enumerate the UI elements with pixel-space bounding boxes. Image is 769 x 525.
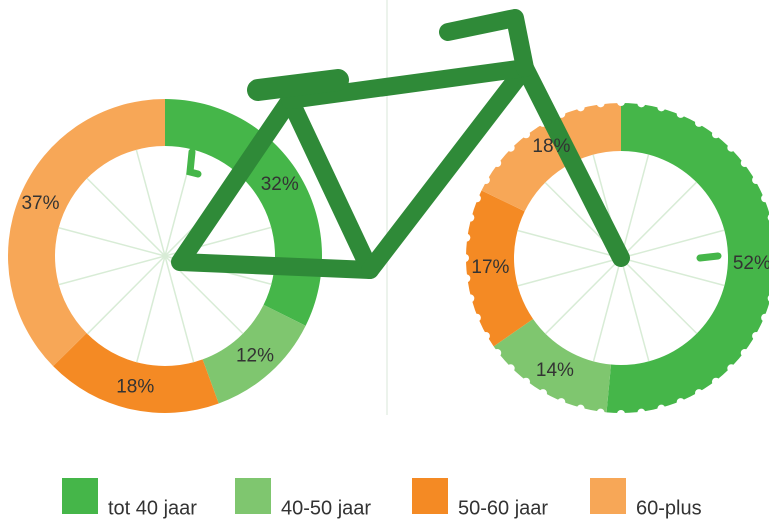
spoke [59,228,165,256]
tire-notch [727,364,735,372]
tire-notch [473,314,481,322]
tire-notch [677,110,685,118]
spoke [593,258,621,361]
tire-notch [539,389,547,397]
tire-notch [462,274,470,282]
tire-notch [752,332,760,340]
value-label: 12% [236,346,274,367]
legend-swatch [235,478,271,514]
tire-notch [522,378,530,386]
tire-notch [712,378,720,386]
spoke [621,182,697,258]
tire-notch [695,119,703,127]
tire-notch [637,99,645,107]
spoke [621,155,649,258]
spoke [621,258,649,361]
value-label: 18% [532,136,570,157]
tire-notch [597,409,605,417]
value-label: 17% [471,257,509,278]
tire-notch [677,398,685,406]
page: 32% 12% 18% 37% 52% 14% 17% 18% tot 40 jaar 40-5… [0,0,769,525]
tire-notch [752,176,760,184]
tire-notch [597,99,605,107]
tire-notch [617,410,625,418]
tire-notch [493,159,501,167]
spoke [87,256,165,334]
spoke [545,258,621,334]
tire-notch [761,314,769,322]
value-label: 18% [116,377,154,398]
tire-notch [637,409,645,417]
legend: tot 40 jaar 40-50 jaar 50-60 jaar 60-plus [62,478,702,519]
tire-notch [462,234,470,242]
spoke [621,258,697,334]
tire-notch [617,98,625,106]
tire-notch [493,349,501,357]
spoke [59,256,165,285]
legend-label: 60-plus [636,497,702,519]
value-label: 52% [733,253,769,274]
tire-notch [522,130,530,138]
tire-notch [741,349,749,357]
legend-swatch [590,478,626,514]
tire-notch [557,398,565,406]
spoke [518,258,621,286]
tire-notch [712,130,720,138]
spoke [165,256,194,362]
tire-notch [507,144,515,152]
tire-notch [657,405,665,413]
spoke [136,150,165,256]
wheel-segment [53,333,219,413]
chart: 32% 12% 18% 37% 52% 14% 17% 18% tot 40 jaar 40-5… [0,0,769,525]
legend-label: tot 40 jaar [108,497,197,519]
tire-notch [577,405,585,413]
tire-notch [727,144,735,152]
tire-notch [761,194,769,202]
tire-notch [482,332,490,340]
tire-notch [466,294,474,302]
legend-swatch [412,478,448,514]
tire-notch [461,254,469,262]
tire-notch [577,103,585,111]
tire-notch [507,364,515,372]
tire-notch [695,389,703,397]
spoke [137,256,165,362]
legend-label: 40-50 jaar [281,497,371,519]
tire-notch [657,103,665,111]
legend-swatch [62,478,98,514]
value-label: 37% [21,193,59,214]
spoke [621,258,724,286]
tire-notch [466,214,474,222]
legend-label: 50-60 jaar [458,497,548,519]
tire-notch [473,194,481,202]
tire-notch [741,159,749,167]
value-label: 32% [261,174,299,195]
value-label: 14% [536,360,574,381]
tire-notch [482,176,490,184]
spoke [87,178,165,256]
